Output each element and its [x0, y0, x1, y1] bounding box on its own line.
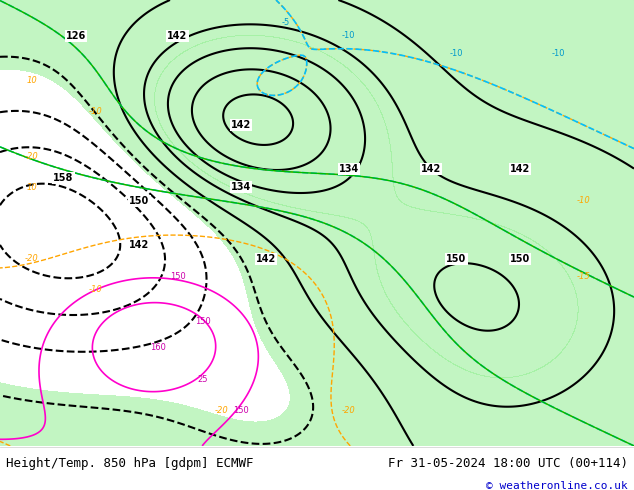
Text: 142: 142: [167, 31, 188, 41]
Text: 150: 150: [129, 196, 150, 206]
Text: Fr 31-05-2024 18:00 UTC (00+114): Fr 31-05-2024 18:00 UTC (00+114): [387, 457, 628, 470]
Text: Height/Temp. 850 hPa [gdpm] ECMWF: Height/Temp. 850 hPa [gdpm] ECMWF: [6, 457, 254, 470]
Text: 142: 142: [510, 165, 530, 174]
Text: -5: -5: [281, 18, 290, 27]
Text: 150: 150: [233, 406, 249, 415]
Text: © weatheronline.co.uk: © weatheronline.co.uk: [486, 481, 628, 490]
Text: -20: -20: [25, 151, 39, 161]
Text: -10: -10: [342, 31, 356, 40]
Text: 134: 134: [231, 182, 251, 192]
Text: -10: -10: [88, 107, 102, 116]
Text: 10: 10: [27, 183, 37, 192]
Text: 158: 158: [53, 173, 74, 183]
Text: 150: 150: [510, 254, 530, 264]
Text: -10: -10: [576, 196, 590, 205]
Text: -20: -20: [342, 406, 356, 415]
Text: -10: -10: [551, 49, 565, 58]
Text: -15: -15: [576, 272, 590, 281]
Text: 160: 160: [150, 343, 167, 352]
Text: -20: -20: [215, 406, 229, 415]
Text: 126: 126: [66, 31, 86, 41]
Text: 142: 142: [421, 165, 441, 174]
Text: 142: 142: [231, 120, 251, 130]
Text: 10: 10: [27, 76, 37, 85]
Text: 134: 134: [339, 165, 359, 174]
Text: -20: -20: [25, 254, 39, 263]
Text: 142: 142: [256, 254, 276, 264]
Text: 150: 150: [195, 317, 210, 325]
Text: -10: -10: [88, 285, 102, 294]
Text: 150: 150: [446, 254, 467, 264]
Text: -10: -10: [450, 49, 463, 58]
Text: 142: 142: [129, 240, 150, 250]
Text: 150: 150: [170, 272, 185, 281]
Text: 25: 25: [198, 374, 208, 384]
